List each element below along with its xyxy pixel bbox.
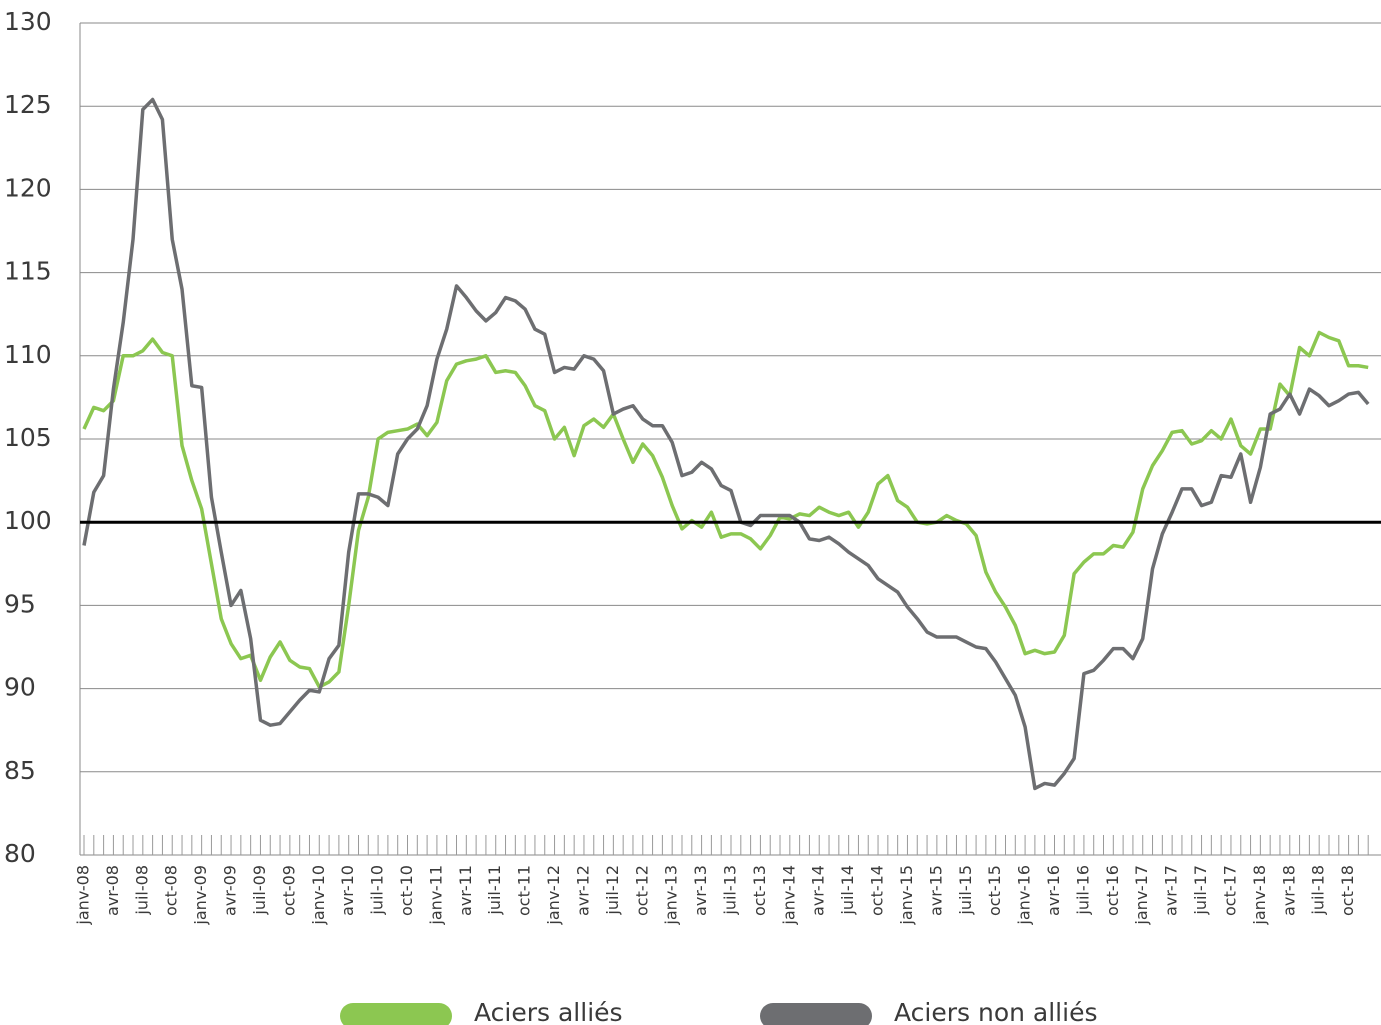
x-tick-label: oct-12 [632, 865, 651, 916]
x-tick-label: oct-09 [279, 865, 298, 916]
x-tick-label: avr-08 [103, 865, 122, 916]
x-tick-label: janv-16 [1015, 865, 1034, 926]
y-tick-label: 100 [4, 506, 52, 535]
x-tick-label: oct-13 [750, 865, 769, 916]
x-tick-label: janv-09 [191, 865, 210, 926]
x-tick-label: janv-08 [74, 865, 93, 926]
x-tick-label: oct-11 [515, 865, 534, 916]
x-tick-label: avr-09 [221, 865, 240, 916]
x-tick-label: juil-09 [250, 865, 269, 916]
x-tick-label: juil-15 [956, 865, 975, 916]
x-tick-label: oct-18 [1338, 865, 1357, 916]
x-tick-label: avr-12 [573, 865, 592, 916]
x-tick-label: juil-08 [132, 865, 151, 916]
x-tick-label: oct-17 [1220, 865, 1239, 916]
legend-label: Aciers alliés [474, 998, 623, 1025]
x-tick-label: janv-12 [544, 865, 563, 926]
x-tick-label: oct-15 [985, 865, 1004, 916]
y-tick-label: 105 [4, 423, 52, 452]
series-line [82, 97, 1370, 791]
x-tick-label: juil-16 [1073, 865, 1092, 916]
y-tick-label: 80 [4, 839, 36, 868]
x-tick-label: juil-11 [485, 865, 504, 916]
x-tick-label: juil-18 [1309, 865, 1328, 916]
x-tick-label: juil-13 [721, 865, 740, 916]
x-tick-label: avr-11 [456, 865, 475, 916]
y-tick-label: 95 [4, 589, 36, 618]
x-tick-label: juil-12 [603, 865, 622, 916]
y-tick-label: 90 [4, 673, 36, 702]
y-tick-label: 85 [4, 756, 36, 785]
x-tick-label: juil-10 [368, 865, 387, 916]
x-tick-label: avr-15 [926, 865, 945, 916]
y-tick-label: 115 [4, 257, 52, 286]
x-tick-label: avr-14 [809, 865, 828, 916]
x-tick-label: janv-13 [662, 865, 681, 926]
x-tick-label: avr-10 [338, 865, 357, 916]
x-tick-label: janv-18 [1250, 865, 1269, 926]
x-tick-label: avr-16 [1044, 865, 1063, 916]
legend-label: Aciers non alliés [894, 998, 1097, 1025]
y-tick-label: 110 [4, 340, 52, 369]
x-tick-label: oct-10 [397, 865, 416, 916]
x-tick-label: oct-08 [162, 865, 181, 916]
y-tick-label: 130 [4, 7, 52, 36]
legend-swatch [340, 1003, 452, 1025]
x-tick-label: juil-17 [1191, 865, 1210, 916]
legend-swatch [760, 1003, 872, 1025]
y-tick-label: 120 [4, 173, 52, 202]
series-line [82, 330, 1369, 689]
x-tick-label: janv-15 [897, 865, 916, 926]
x-tick-label: janv-14 [779, 865, 798, 926]
x-tick-label: oct-16 [1103, 865, 1122, 916]
x-tick-label: janv-17 [1132, 865, 1151, 926]
x-tick-label: oct-14 [868, 865, 887, 916]
x-tick-label: janv-10 [309, 865, 328, 926]
x-tick-label: avr-18 [1279, 865, 1298, 916]
x-tick-label: avr-17 [1162, 865, 1181, 916]
x-tick-label: avr-13 [691, 865, 710, 916]
y-tick-label: 125 [4, 90, 52, 119]
x-tick-label: janv-11 [426, 865, 445, 926]
x-tick-label: juil-14 [838, 865, 857, 916]
